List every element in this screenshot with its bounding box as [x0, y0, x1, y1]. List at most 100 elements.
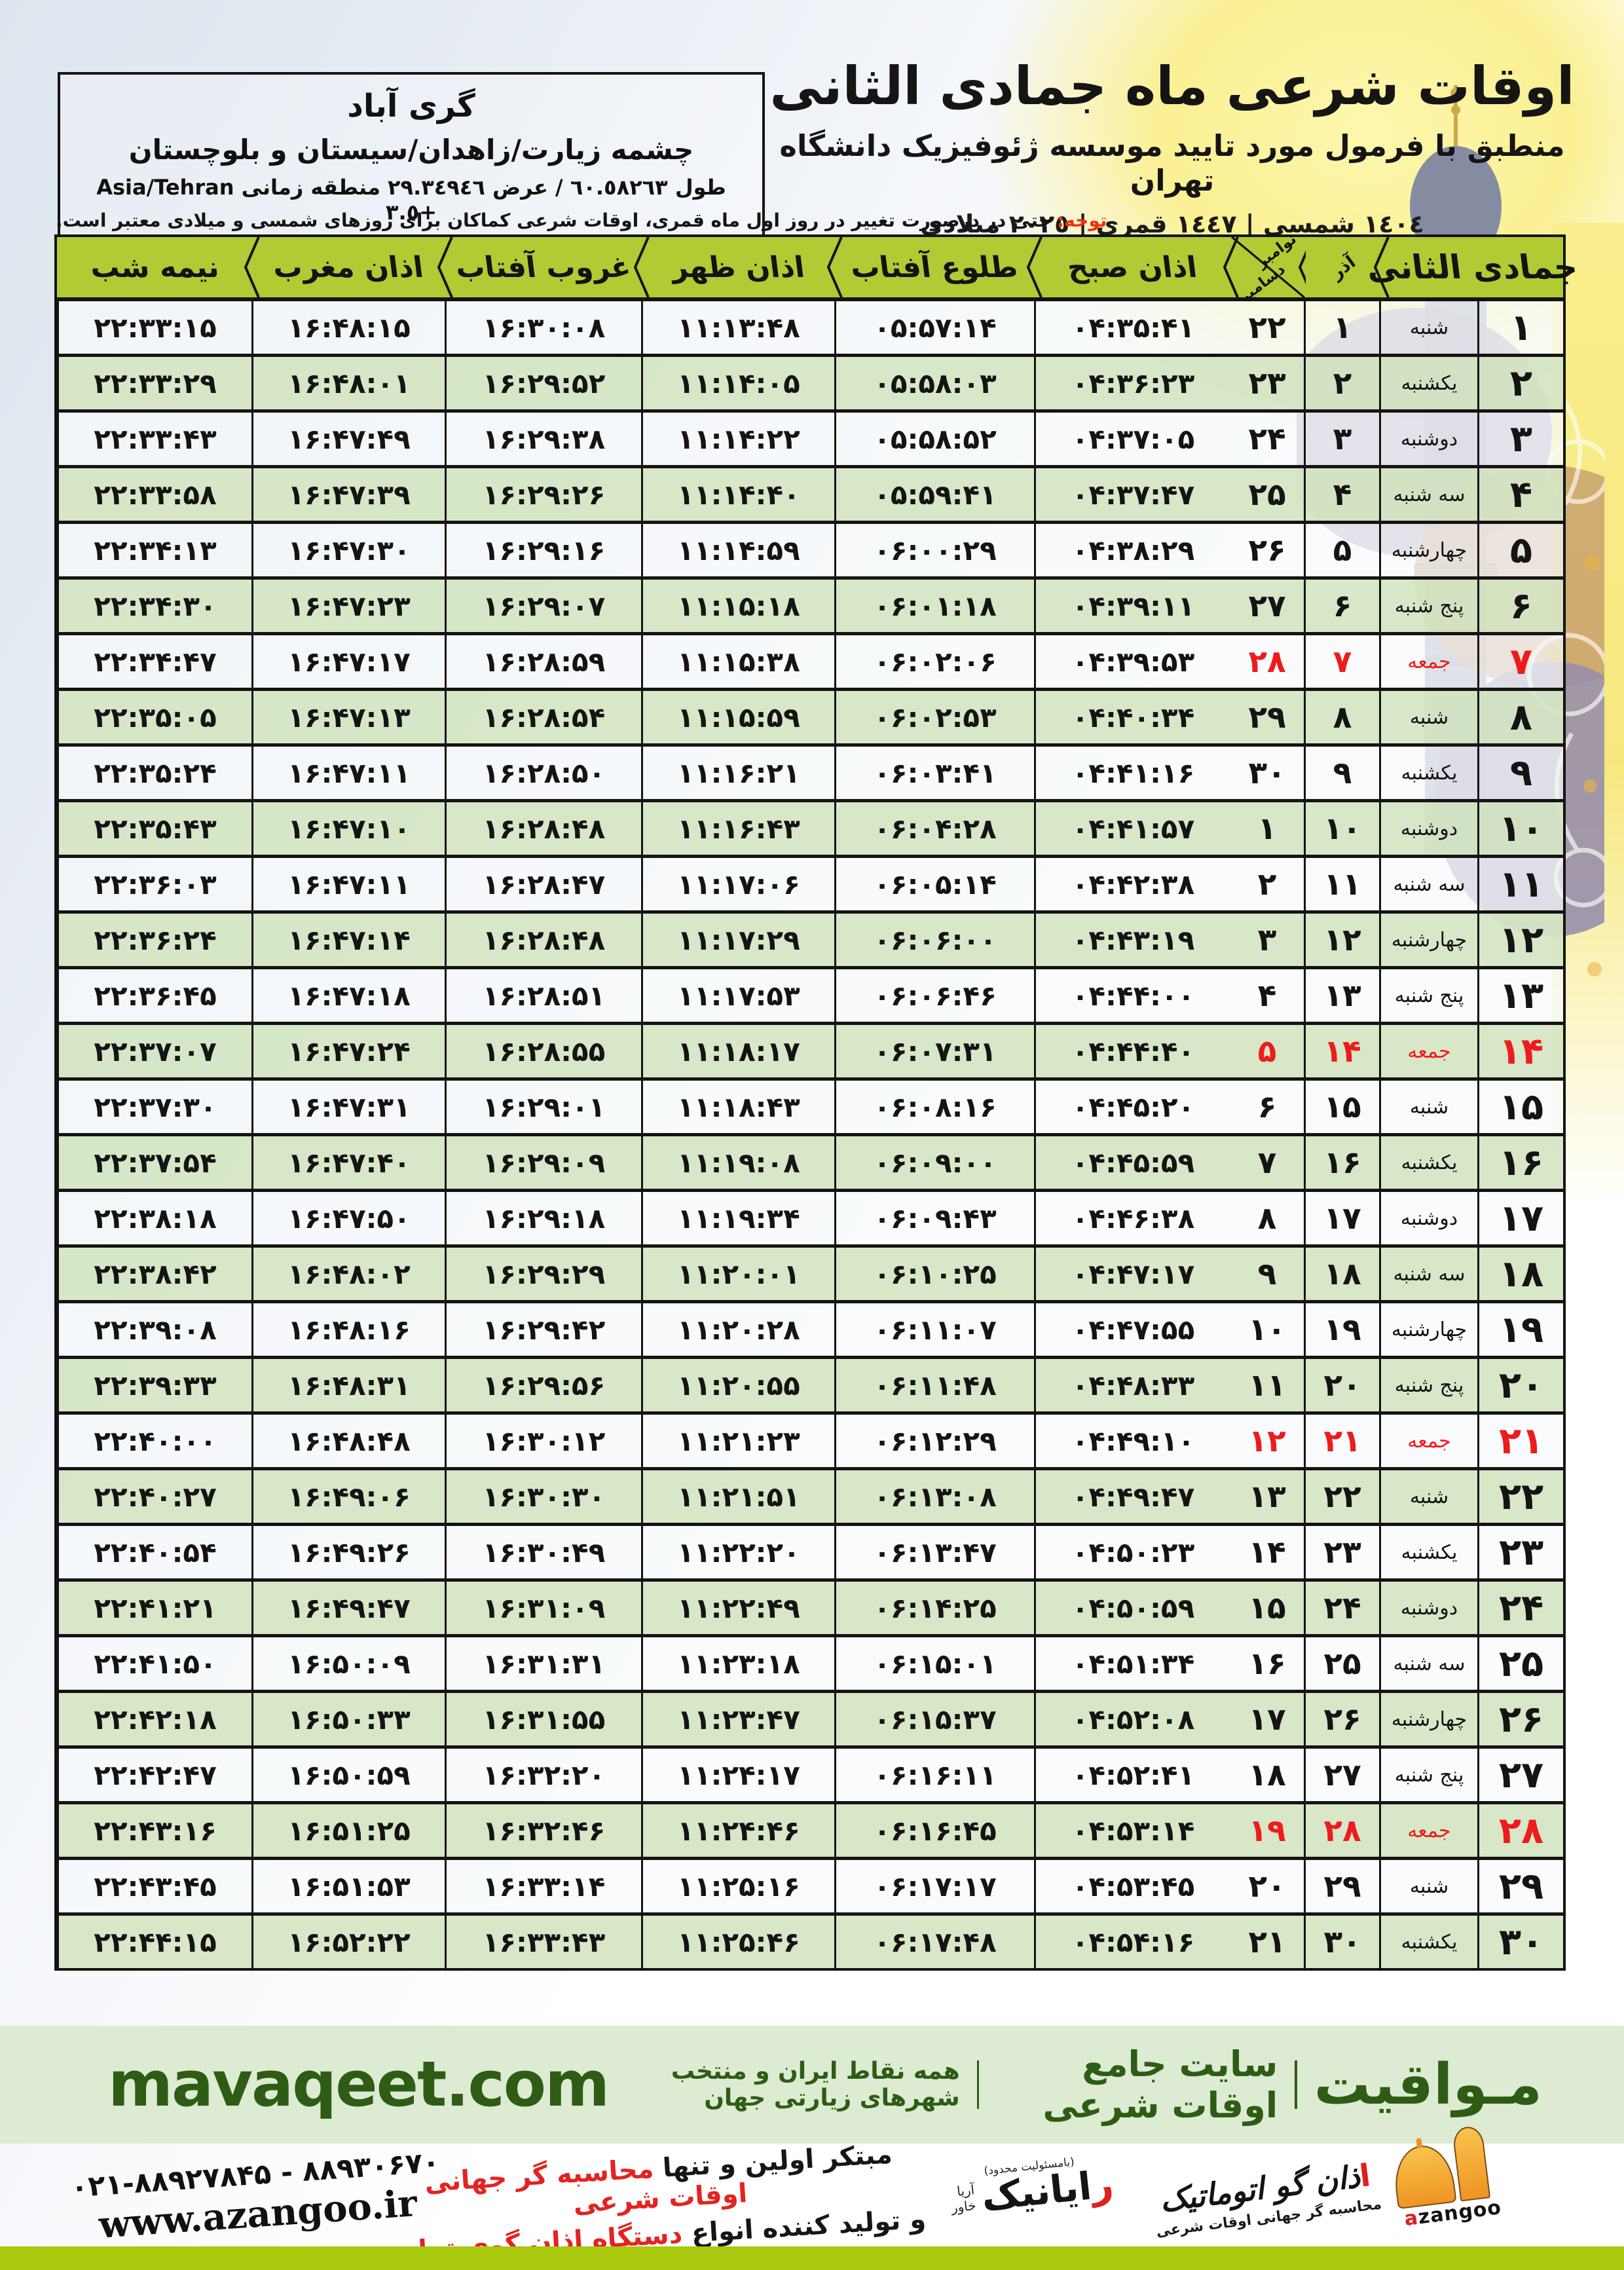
- sunrise-time: ۰۶:۱۰:۲۵: [834, 1248, 1034, 1300]
- maghrib-time: ۱۶:۴۷:۱۱: [251, 858, 445, 910]
- col-header-sunset: غروب آفتاب: [445, 236, 650, 298]
- fajr-time: ۰۴:۵۲:۰۸: [1034, 1693, 1230, 1745]
- sunrise-time: ۰۶:۰۲:۰۶: [834, 635, 1034, 688]
- weekday: یکشنبه: [1381, 1136, 1479, 1189]
- brand-name: مـواقیت: [1314, 2052, 1543, 2117]
- sunset-time: ۱۶:۳۰:۳۰: [445, 1470, 641, 1523]
- day-number: ۴: [1479, 468, 1563, 521]
- sunrise-time: ۰۶:۱۶:۴۵: [834, 1804, 1034, 1857]
- sunrise-time: ۰۶:۰۹:۴۳: [834, 1192, 1034, 1244]
- weekday: پنج شنبه: [1381, 969, 1479, 1022]
- midnight-time: ۲۲:۴۲:۴۷: [57, 1749, 251, 1801]
- azar-date: ۸: [1306, 691, 1381, 743]
- azar-date: ۲۷: [1306, 1749, 1381, 1801]
- brand-tagline: سایت جامع اوقات شرعی: [1043, 2043, 1278, 2126]
- dhuhr-time: ۱۱:۱۷:۰۶: [641, 858, 834, 910]
- maghrib-time: ۱۶:۴۷:۵۰: [251, 1192, 445, 1244]
- weekday: سه شنبه: [1381, 858, 1479, 910]
- dhuhr-time: ۱۱:۱۴:۲۲: [641, 413, 834, 465]
- chevron-divider-icon: [633, 236, 650, 298]
- dhuhr-time: ۱۱:۱۴:۵۹: [641, 524, 834, 576]
- dhuhr-time: ۱۱:۱۹:۰۸: [641, 1136, 834, 1189]
- weekday: سه شنبه: [1381, 1637, 1479, 1690]
- rayanik-logo: (بامسئولیت محدود) رایانیک آریا خاور: [948, 2151, 1116, 2220]
- weekday: پنج شنبه: [1381, 580, 1479, 632]
- dhuhr-time: ۱۱:۲۴:۴۶: [641, 1804, 834, 1857]
- col-header-maghrib: اذان مغرب: [251, 236, 453, 298]
- maghrib-time: ۱۶:۴۷:۳۹: [251, 468, 445, 521]
- sunset-time: ۱۶:۲۸:۵۰: [445, 747, 641, 799]
- maghrib-time: ۱۶:۴۸:۰۱: [251, 357, 445, 409]
- credit-line1-black: مبتکر اولین و تنها: [661, 2139, 893, 2184]
- table-row: ۲۱ جمعه ۲۱ ۱۲ ۰۴:۴۹:۱۰ ۰۶:۱۲:۲۹ ۱۱:۲۱:۲۳ ۱۶:۳۰:…: [57, 1411, 1563, 1467]
- sunset-time: ۱۶:۳۰:۴۹: [445, 1526, 641, 1578]
- col-header-midnight: نیمه شب: [57, 236, 260, 298]
- midnight-time: ۲۲:۳۹:۳۳: [57, 1359, 251, 1411]
- table-row: ۱۴ جمعه ۱۴ ۵ ۰۴:۴۴:۴۰ ۰۶:۰۷:۳۱ ۱۱:۱۸:۱۷ ۱۶:۲۸:۵…: [57, 1022, 1563, 1077]
- day-number: ۲۴: [1479, 1582, 1563, 1634]
- dhuhr-time: ۱۱:۱۶:۴۳: [641, 802, 834, 855]
- page-title: اوقات شرعی ماه جمادی الثانی: [769, 56, 1575, 117]
- fajr-time: ۰۴:۴۴:۴۰: [1034, 1025, 1230, 1077]
- maghrib-time: ۱۶:۴۷:۴۹: [251, 413, 445, 465]
- midnight-time: ۲۲:۳۴:۱۳: [57, 524, 251, 576]
- azar-date: ۲۴: [1306, 1582, 1381, 1634]
- day-number: ۲۸: [1479, 1804, 1563, 1857]
- miladi-date: ۲۳: [1230, 357, 1306, 409]
- miladi-date: ۶: [1230, 1081, 1306, 1133]
- weekday: سه شنبه: [1381, 468, 1479, 521]
- sunset-time: ۱۶:۲۸:۴۷: [445, 858, 641, 910]
- weekday: یکشنبه: [1381, 1916, 1479, 1968]
- sunset-time: ۱۶:۳۰:۰۸: [445, 301, 641, 354]
- sunrise-time: ۰۶:۰۱:۱۸: [834, 580, 1034, 632]
- maghrib-time: ۱۶:۴۷:۳۱: [251, 1081, 445, 1133]
- table-row: ۱۸ سه شنبه ۱۸ ۹ ۰۴:۴۷:۱۷ ۰۶:۱۰:۲۵ ۱۱:۲۰:۰۱ ۱۶:۲…: [57, 1244, 1563, 1300]
- sunset-time: ۱۶:۲۹:۴۲: [445, 1303, 641, 1356]
- dhuhr-time: ۱۱:۱۷:۲۹: [641, 914, 834, 966]
- chevron-divider-icon: [1298, 250, 1306, 284]
- table-row: ۸ شنبه ۸ ۲۹ ۰۴:۴۰:۳۴ ۰۶:۰۲:۵۳ ۱۱:۱۵:۵۹ ۱۶:۲۸:۵۴…: [57, 688, 1563, 743]
- table-row: ۲۳ یکشنبه ۲۳ ۱۴ ۰۴:۵۰:۲۳ ۰۶:۱۳:۴۷ ۱۱:۲۲:۲۰ ۱۶:۳…: [57, 1523, 1563, 1578]
- location-region: چشمه زیارت/زاهدان/سیستان و بلوچستان: [128, 134, 694, 166]
- table-row: ۴ سه شنبه ۴ ۲۵ ۰۴:۳۷:۴۷ ۰۵:۵۹:۴۱ ۱۱:۱۴:۴۰ ۱۶:۲۹…: [57, 465, 1563, 521]
- sunset-time: ۱۶:۲۹:۲۹: [445, 1248, 641, 1300]
- fajr-time: ۰۴:۳۵:۴۱: [1034, 301, 1230, 354]
- maghrib-time: ۱۶:۴۷:۱۸: [251, 969, 445, 1022]
- midnight-time: ۲۲:۳۵:۴۳: [57, 802, 251, 855]
- dhuhr-time: ۱۱:۱۵:۳۸: [641, 635, 834, 688]
- miladi-date: ۲: [1230, 858, 1306, 910]
- day-number: ۱۱: [1479, 858, 1563, 910]
- azar-date: ۲۸: [1306, 1804, 1381, 1857]
- sunrise-time: ۰۵:۵۸:۵۲: [834, 413, 1034, 465]
- midnight-time: ۲۲:۳۴:۳۰: [57, 580, 251, 632]
- azar-date: ۳: [1306, 413, 1381, 465]
- chevron-divider-icon: [1373, 236, 1390, 298]
- fajr-time: ۰۴:۴۰:۳۴: [1034, 691, 1230, 743]
- table-body: ۱ شنبه ۱ ۲۲ ۰۴:۳۵:۴۱ ۰۵:۵۷:۱۴ ۱۱:۱۳:۴۸ ۱۶:۳۰:۰۸…: [57, 301, 1563, 1968]
- day-number: ۳۰: [1479, 1916, 1563, 1968]
- weekday: چهارشنبه: [1381, 1303, 1479, 1356]
- footer-band: مـواقیت سایت جامع اوقات شرعی همه نقاط ای…: [0, 2026, 1624, 2144]
- fajr-time: ۰۴:۵۰:۲۳: [1034, 1526, 1230, 1578]
- azar-date: ۲۲: [1306, 1470, 1381, 1523]
- weekday: چهارشنبه: [1381, 524, 1479, 576]
- midnight-time: ۲۲:۳۳:۲۹: [57, 357, 251, 409]
- midnight-time: ۲۲:۴۰:۲۷: [57, 1470, 251, 1523]
- location-city: گری آباد: [347, 88, 475, 124]
- weekday: سه شنبه: [1381, 1248, 1479, 1300]
- day-number: ۹: [1479, 747, 1563, 799]
- midnight-time: ۲۲:۳۸:۱۸: [57, 1192, 251, 1244]
- miladi-date: ۵: [1230, 1025, 1306, 1077]
- maghrib-time: ۱۶:۵۰:۰۹: [251, 1637, 445, 1690]
- weekday: دوشنبه: [1381, 1582, 1479, 1634]
- dhuhr-time: ۱۱:۲۱:۲۳: [641, 1415, 834, 1467]
- rayanik-subtext: آریا خاور: [950, 2182, 977, 2216]
- contact-block: ۰۲۱-۸۸۹۲۷۸۴۵ - ۸۸۹۳۰۶۷۰ www.azangoo.ir: [70, 2146, 444, 2248]
- miladi-date: ۱۰: [1230, 1303, 1306, 1356]
- chevron-divider-icon: [437, 236, 453, 298]
- weekday: شنبه: [1381, 1081, 1479, 1133]
- sunset-time: ۱۶:۲۸:۵۵: [445, 1025, 641, 1077]
- midnight-time: ۲۲:۳۳:۴۳: [57, 413, 251, 465]
- fajr-time: ۰۴:۳۸:۲۹: [1034, 524, 1230, 576]
